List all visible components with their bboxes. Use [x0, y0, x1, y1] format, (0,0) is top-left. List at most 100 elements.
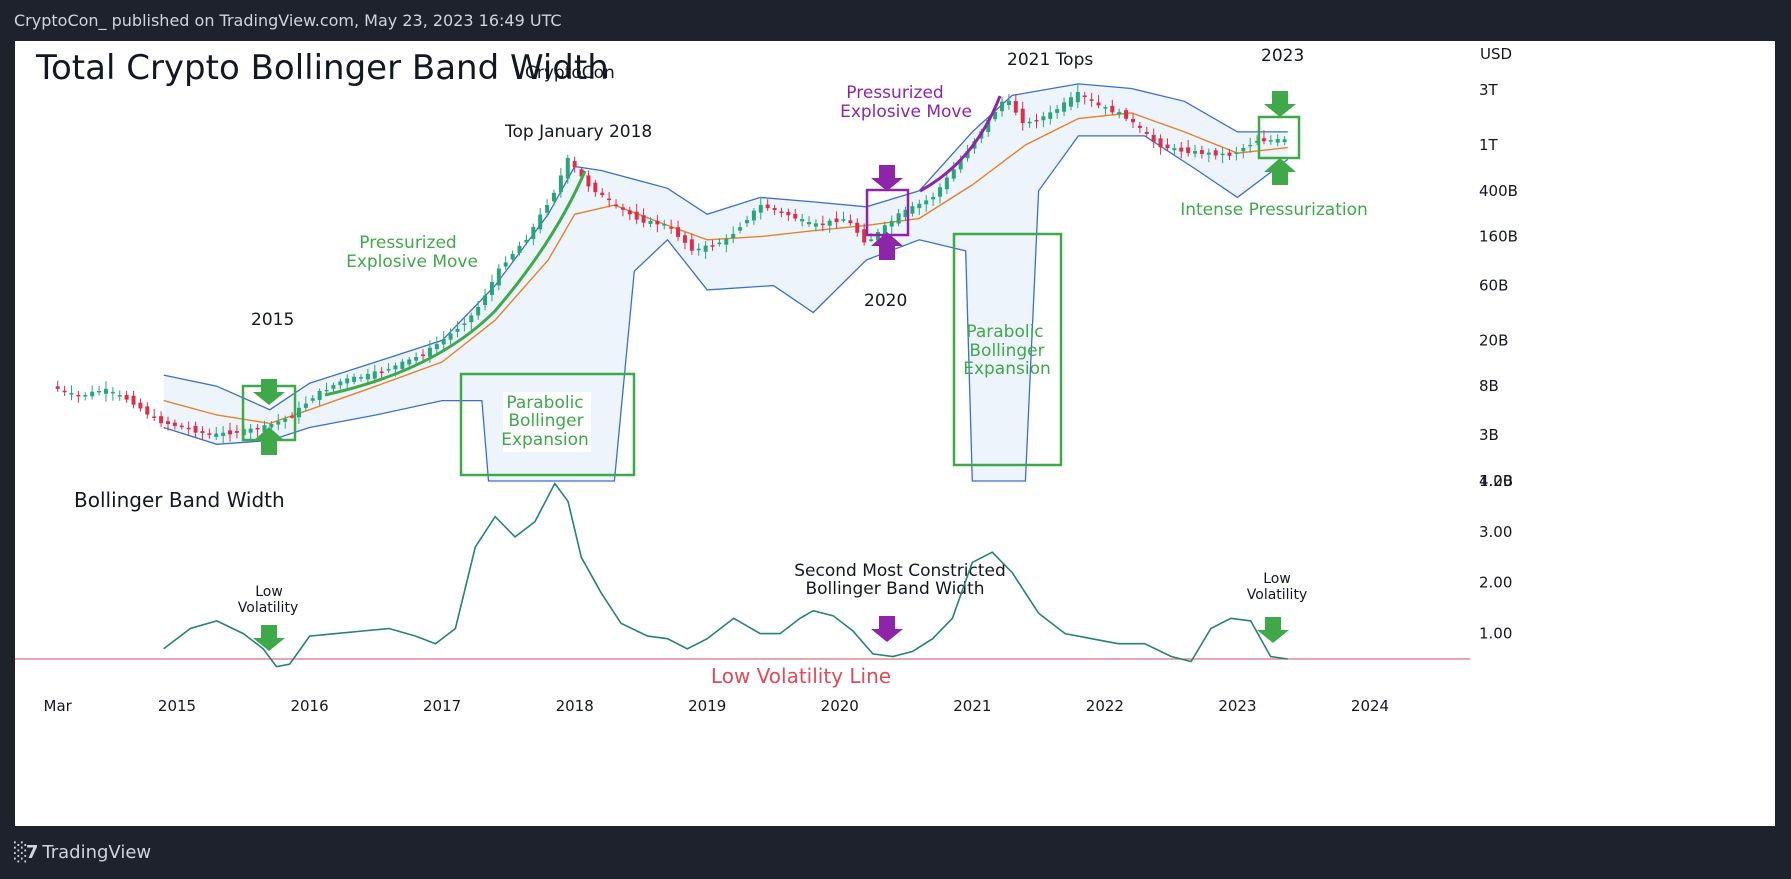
y-axis-bbw: 4.00 3.00 2.00 1.00	[1479, 472, 1512, 643]
candle-body	[1027, 121, 1032, 124]
candle-body	[517, 245, 522, 254]
candle-body	[910, 206, 915, 214]
candle-body	[1000, 101, 1005, 112]
candle-body	[345, 378, 350, 384]
x-tick-label: 2018	[556, 697, 594, 715]
parabolic-label-bg-2017	[503, 392, 591, 452]
candle-body	[862, 229, 867, 243]
candle-body	[572, 161, 577, 168]
candle-body	[655, 220, 660, 225]
arrow-down-icon	[253, 379, 285, 405]
x-tick-label: 2016	[290, 697, 328, 715]
candle-body	[393, 365, 398, 370]
candle-body	[510, 253, 515, 260]
candle-body	[558, 175, 563, 193]
candle-body	[400, 361, 405, 369]
y-axis-price: 3T 1T 400B 160B 60B 20B 8B 3B 1.2B	[1479, 81, 1518, 490]
candle-body	[62, 390, 67, 393]
annotation-pressurized-2: Explosive Move	[346, 252, 478, 272]
candle-body	[648, 220, 653, 225]
candle-body	[676, 227, 681, 237]
candle-body	[1199, 150, 1204, 154]
tradingview-logo-icon: ░7	[14, 842, 38, 863]
candle-body	[565, 157, 570, 179]
annotation-2015: 2015	[251, 310, 294, 330]
candle-body	[800, 219, 805, 222]
candle-body	[848, 220, 853, 224]
y-tick-label: 1T	[1479, 136, 1499, 154]
annotation-2020: 2020	[864, 291, 907, 311]
candle-body	[855, 222, 860, 233]
candle-body	[1241, 148, 1246, 152]
footer-brand[interactable]: ░7 TradingView	[14, 842, 151, 863]
candle-body	[579, 169, 584, 177]
arrow-down-icon	[1264, 91, 1296, 117]
y-tick-label: 60B	[1479, 277, 1508, 295]
candle-body	[696, 248, 701, 251]
annotation-pressurized-purple-1: Pressurized	[846, 83, 943, 103]
parabolic-label-3: Expansion	[501, 430, 589, 450]
candle-body	[455, 328, 460, 332]
candle-body	[931, 196, 936, 200]
candle-body	[813, 223, 818, 227]
candle-body	[993, 111, 998, 120]
arrow-up-icon	[1264, 158, 1296, 185]
lower-band-line	[163, 135, 1289, 482]
candle-body	[372, 371, 377, 379]
x-tick-label: 2019	[688, 697, 726, 715]
arrow-down-icon	[871, 165, 903, 191]
chart-title: Total Crypto Bollinger Band Width	[35, 48, 609, 88]
candle-body	[124, 394, 129, 400]
parabolic-label-2021-3: Expansion	[963, 359, 1051, 379]
candle-body	[986, 119, 991, 132]
candle-body	[1179, 147, 1184, 152]
candle-body	[600, 192, 605, 196]
candle-body	[524, 239, 529, 243]
candle-body	[1213, 150, 1218, 156]
candle-body	[207, 433, 212, 435]
candle-body	[83, 394, 88, 397]
candle-body	[1137, 125, 1142, 128]
chart-panel[interactable]: Total Crypto Bollinger Band Width Crypto…	[15, 41, 1775, 826]
annotation-top-2018: Top January 2018	[504, 122, 652, 142]
bbw-y-tick-label: 2.00	[1479, 574, 1512, 592]
candle-body	[1068, 97, 1073, 107]
candle-body	[834, 218, 839, 223]
y-tick-label: 400B	[1479, 182, 1518, 200]
candle-body	[248, 428, 253, 433]
candle-body	[731, 234, 736, 239]
candle-body	[214, 433, 219, 437]
chart-svg[interactable]: Total Crypto Bollinger Band Width Crypto…	[15, 41, 1775, 826]
arrow-down-icon	[871, 616, 903, 642]
candle-body	[634, 211, 639, 220]
candle-body	[1234, 152, 1239, 154]
candle-body	[765, 204, 770, 209]
candle-body	[1261, 138, 1266, 142]
candle-body	[352, 376, 357, 382]
candle-body	[483, 295, 488, 306]
candle-body	[1041, 116, 1046, 121]
candle-body	[958, 160, 963, 170]
y-tick-label: 8B	[1479, 377, 1499, 395]
candle-body	[152, 416, 157, 418]
low-volatility-label-2023-2: Volatility	[1247, 587, 1307, 603]
candle-body	[593, 182, 598, 193]
candle-body	[682, 235, 687, 243]
x-tick-label: 2020	[821, 697, 859, 715]
arrow-down-icon	[253, 625, 285, 651]
x-tick-label: Mar	[44, 697, 73, 715]
x-tick-label: 2023	[1218, 697, 1256, 715]
candle-body	[1220, 153, 1225, 156]
candle-body	[1048, 112, 1053, 119]
parabolic-label-2: Bollinger	[508, 411, 583, 431]
candle-body	[407, 359, 412, 365]
candle-body	[841, 219, 846, 221]
candle-body	[1110, 105, 1115, 113]
x-tick-label: 2017	[423, 697, 461, 715]
candle-body	[476, 307, 481, 316]
annotation-2023: 2023	[1261, 46, 1304, 66]
candle-body	[462, 323, 467, 325]
candle-body	[1248, 144, 1253, 147]
x-tick-label: 2021	[953, 697, 991, 715]
candle-body	[779, 211, 784, 213]
